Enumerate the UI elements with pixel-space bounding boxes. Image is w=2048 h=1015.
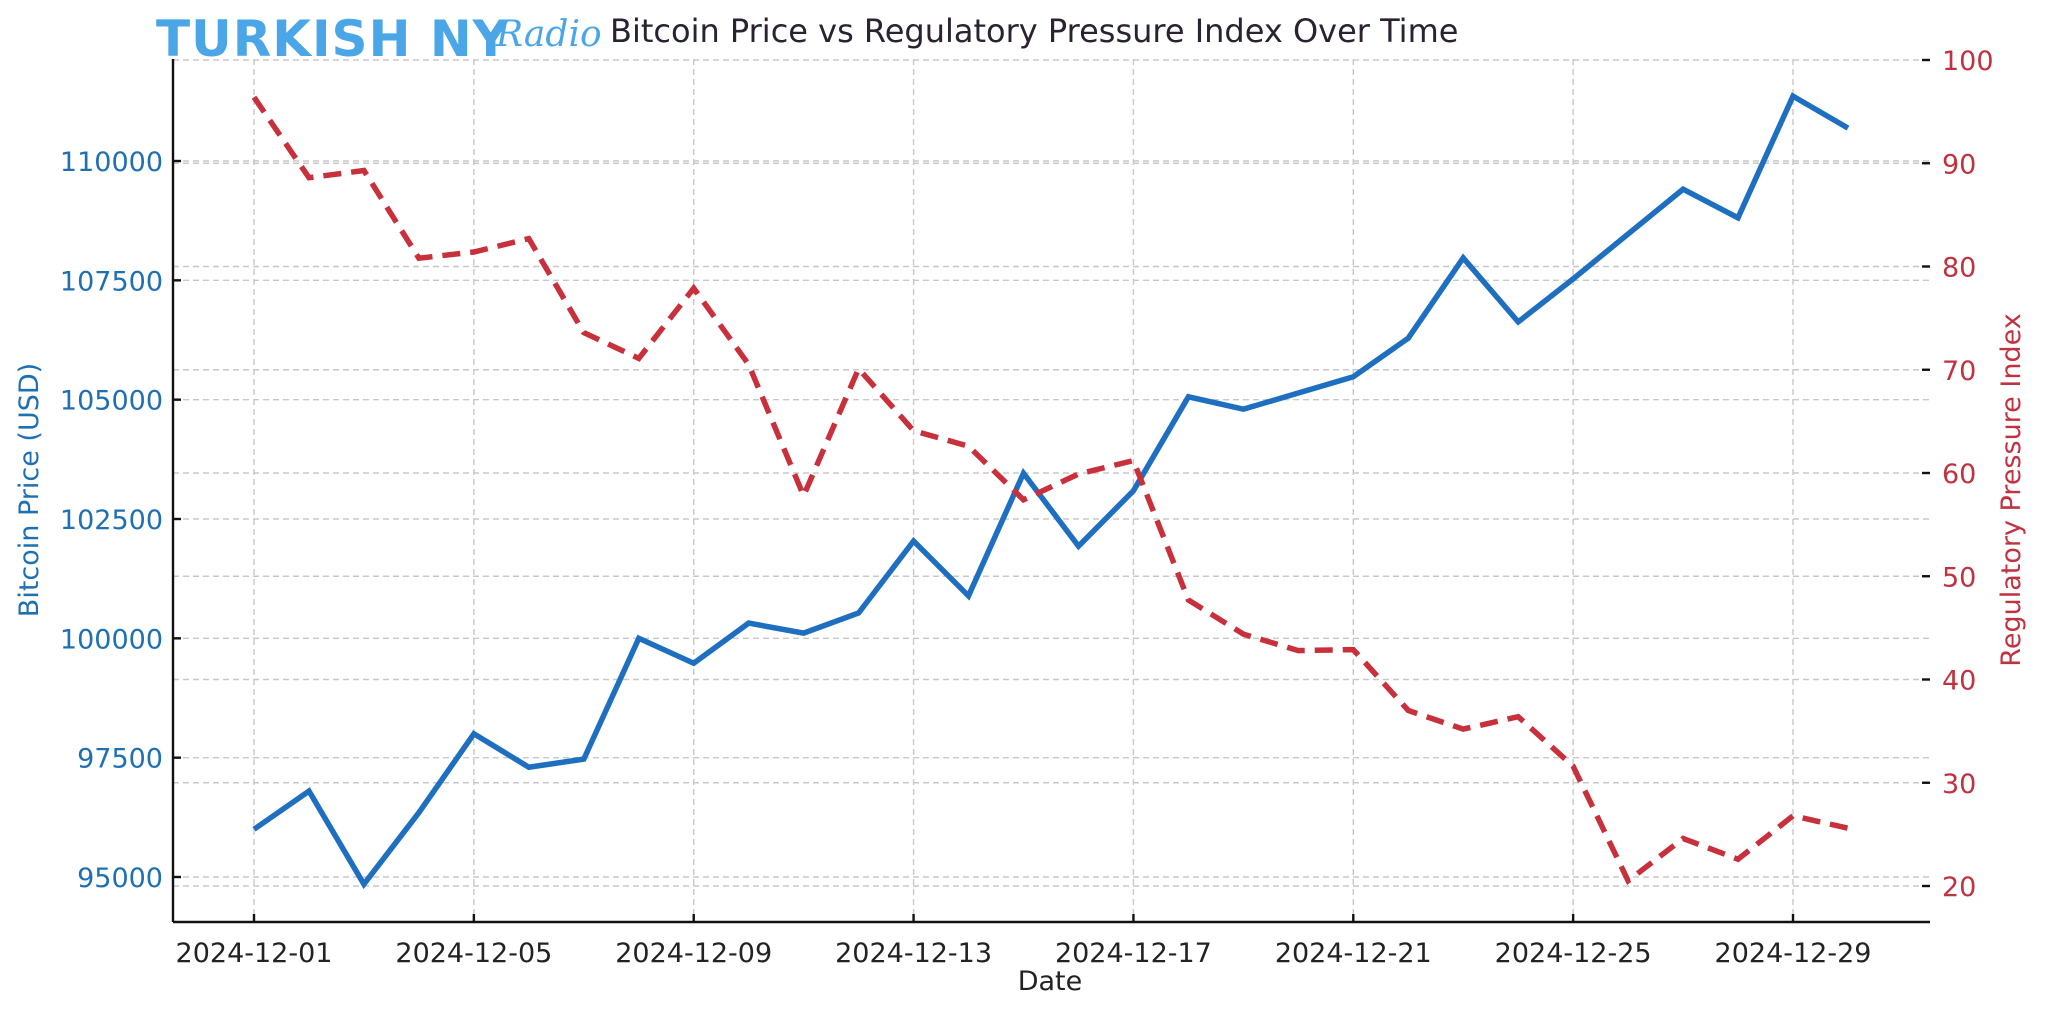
right-y-tick-label: 40: [1942, 666, 1976, 697]
left-y-tick-label: 95000: [77, 863, 163, 894]
axes: 95000 97500 100000 102500 105000 107500 110000…: [60, 46, 1994, 969]
left-y-tick-label: 100000: [60, 624, 163, 655]
x-tick-label: 2024-12-29: [1715, 938, 1872, 969]
x-tick-label: 2024-12-01: [176, 938, 333, 969]
right-y-tick-label: 30: [1942, 769, 1976, 800]
x-tick-label: 2024-12-05: [395, 938, 552, 969]
right-y-tick-label: 60: [1942, 459, 1976, 490]
x-tick-label: 2024-12-21: [1275, 938, 1432, 969]
left-y-tick-label: 107500: [60, 266, 163, 297]
logo-script-text: Radio: [495, 14, 602, 55]
left-y-tick-label: 110000: [60, 147, 163, 178]
right-y-tick-label: 90: [1942, 149, 1976, 180]
right-y-tick-label: 50: [1942, 562, 1976, 593]
x-tick-label: 2024-12-25: [1495, 938, 1652, 969]
logo: TURKISH NY Radio: [156, 10, 602, 68]
right-y-axis-label: Regulatory Pressure Index: [1996, 313, 2027, 666]
left-y-tick-label: 102500: [60, 505, 163, 536]
right-y-tick-label: 100: [1942, 46, 1994, 77]
x-tick-label: 2024-12-17: [1055, 938, 1212, 969]
regulatory-index-line: [251, 95, 1849, 886]
series: [251, 92, 1850, 890]
x-tick-label: 2024-12-09: [615, 938, 772, 969]
left-y-axis-label: Bitcoin Price (USD): [14, 363, 45, 617]
bitcoin-price-line: [252, 92, 1850, 890]
right-y-tick-label: 20: [1942, 872, 1976, 903]
x-axis-label: Date: [1018, 966, 1083, 997]
right-y-tick-label: 80: [1942, 253, 1976, 284]
chart-title: Bitcoin Price vs Regulatory Pressure Ind…: [610, 12, 1458, 50]
left-y-tick-label: 105000: [60, 386, 163, 417]
left-y-tick-label: 97500: [77, 744, 163, 775]
right-y-tick-label: 70: [1942, 356, 1976, 387]
logo-main-text: TURKISH NY: [156, 10, 510, 68]
x-tick-label: 2024-12-13: [835, 938, 992, 969]
grid: [173, 59, 1930, 922]
